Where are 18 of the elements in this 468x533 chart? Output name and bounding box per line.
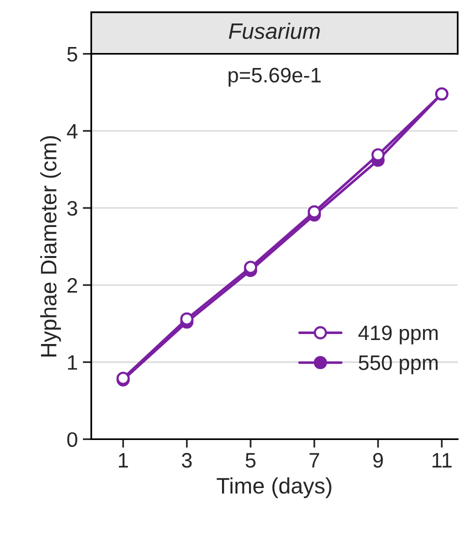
- x-tick-label: 7: [310, 453, 320, 468]
- x-tick-label: 9: [373, 452, 383, 468]
- x-tick-label: 11: [432, 453, 452, 468]
- chart-title: Fusarium: [228, 22, 320, 40]
- annotation: p=5.69e-1: [228, 68, 321, 87]
- y-tick-label: 0: [67, 432, 78, 447]
- x-tick-label: 1: [118, 453, 128, 468]
- legend-label: 550 ppm: [358, 355, 438, 374]
- y-tick-label: 4: [66, 124, 78, 138]
- y-tick-label: 2: [68, 278, 78, 293]
- legend-label: 419 ppm: [358, 325, 438, 344]
- y-axis-title: Hyphae Diameter (cm): [40, 136, 61, 356]
- y-tick-label: 3: [67, 200, 78, 216]
- x-tick-label: 5: [246, 453, 256, 468]
- x-axis-title: Time (days): [216, 477, 332, 498]
- y-tick-label: 1: [68, 355, 78, 370]
- x-tick-label: 3: [182, 452, 192, 468]
- y-tick-label: 5: [67, 47, 78, 62]
